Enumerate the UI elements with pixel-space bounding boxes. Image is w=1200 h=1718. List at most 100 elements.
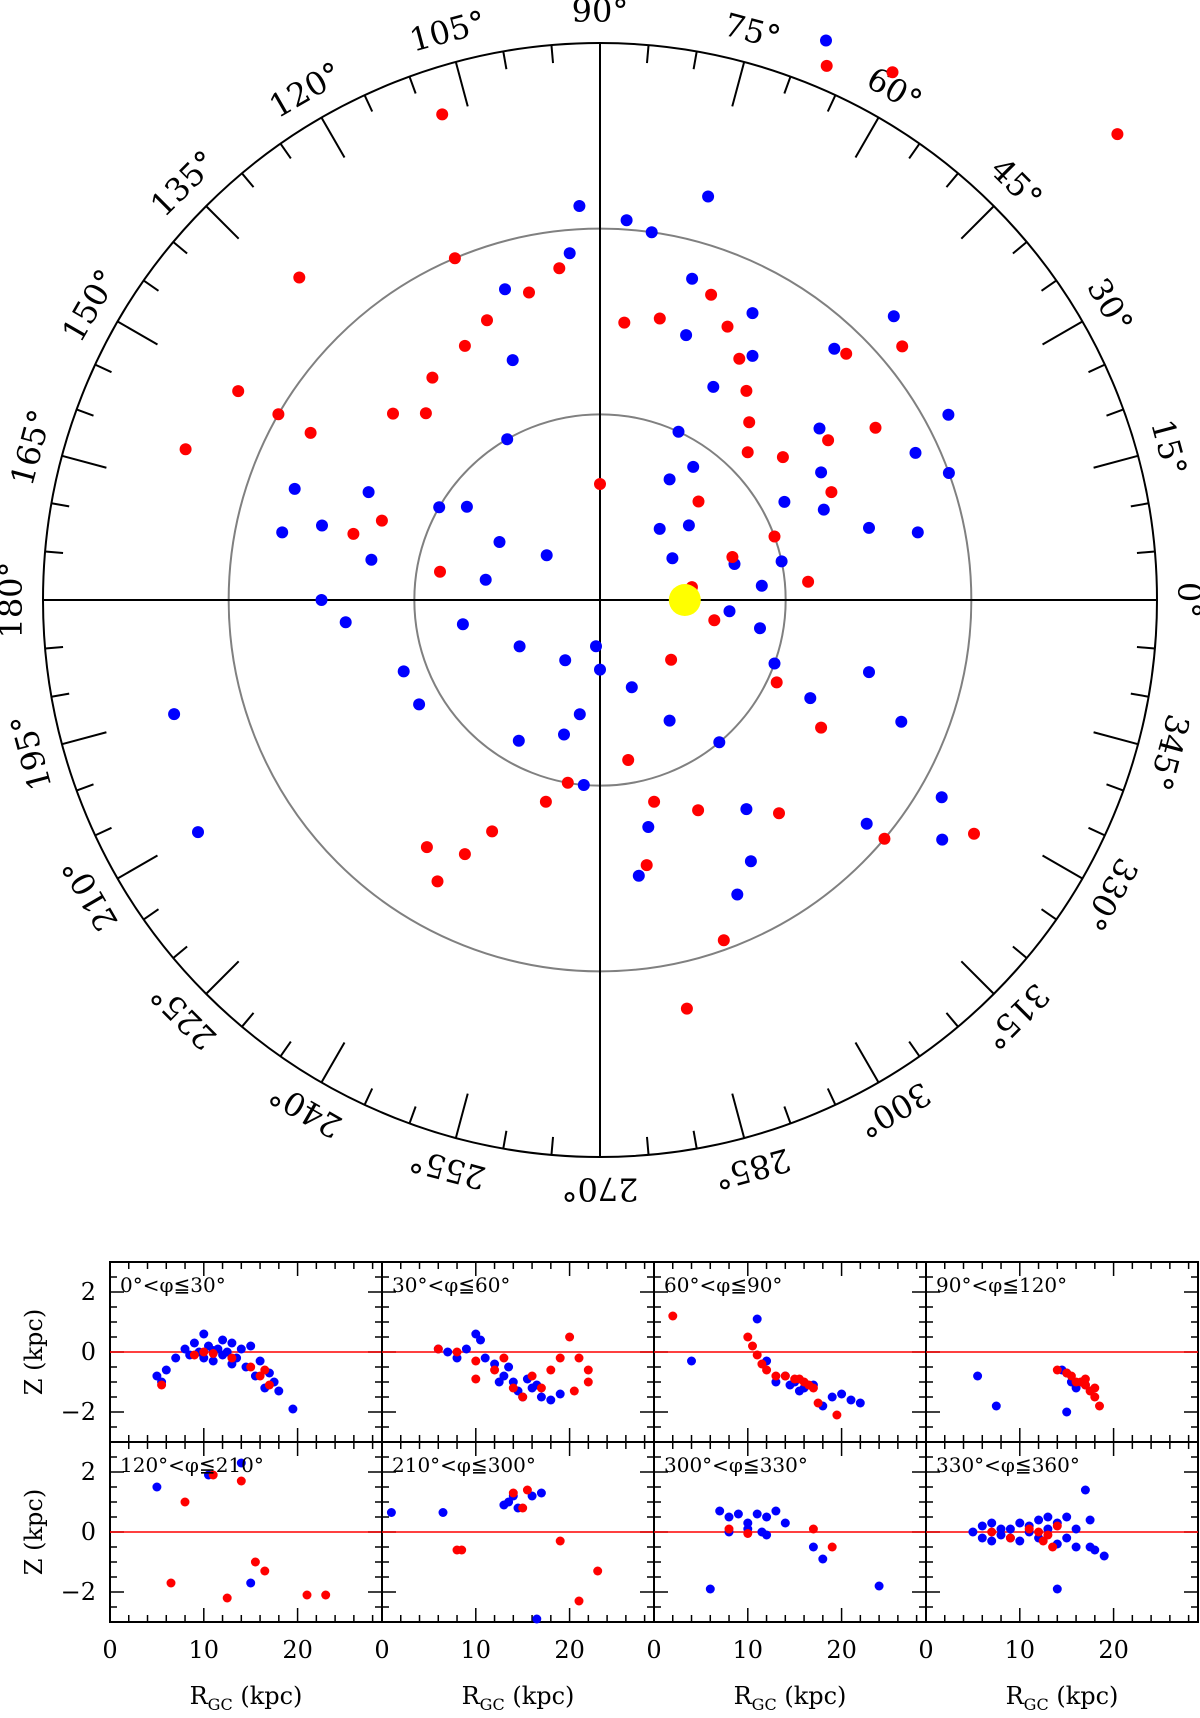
blue-point	[546, 1395, 556, 1405]
y-tick-label: 0	[81, 1518, 96, 1546]
blue-point	[506, 354, 519, 367]
angle-label: 90°	[572, 0, 629, 30]
red-point	[536, 1383, 546, 1393]
blue-point	[942, 408, 955, 421]
angle-tick	[1042, 320, 1083, 346]
angle-label: 285°	[710, 1141, 794, 1198]
blue-point	[771, 1506, 781, 1516]
red-point	[593, 1566, 603, 1576]
blue-point	[438, 1508, 448, 1517]
angle-tick	[279, 1040, 292, 1057]
z-panels: 0°<φ≦30°20−2Z (kpc)30°<φ≦60° 60°<φ≦90° 90°…	[20, 1261, 1199, 1714]
red-point	[668, 1311, 678, 1321]
angle-label: 165°	[3, 405, 60, 489]
red-point	[622, 754, 635, 766]
angle-tick	[320, 117, 346, 158]
red-point	[448, 252, 461, 265]
blue-point	[433, 501, 446, 514]
blue-point	[168, 708, 181, 721]
angle-tick	[783, 1106, 792, 1124]
blue-point	[663, 714, 676, 727]
angle-tick	[454, 61, 469, 107]
x-tick-label: 20	[282, 1636, 313, 1664]
blue-point	[682, 519, 695, 532]
red-point	[773, 807, 785, 820]
blue-point	[1062, 1512, 1072, 1522]
blue-point	[594, 663, 606, 676]
blue-point	[632, 869, 645, 882]
blue-point	[559, 654, 572, 667]
red-point	[236, 1476, 246, 1486]
blue-point	[846, 1395, 856, 1405]
blue-point	[768, 657, 781, 670]
blue-point	[413, 698, 426, 711]
red-point	[527, 1371, 537, 1381]
red-point	[1090, 1383, 1100, 1393]
red-point	[1111, 128, 1124, 141]
angle-tick	[1040, 279, 1057, 292]
red-point	[457, 1545, 467, 1555]
red-point	[896, 340, 909, 353]
angle-tick	[363, 1088, 374, 1106]
blue-point	[942, 467, 955, 479]
blue-point	[817, 503, 830, 516]
angle-tick	[241, 1012, 255, 1028]
red-point	[574, 1353, 584, 1363]
red-point	[822, 434, 835, 447]
blue-point	[666, 552, 679, 565]
blue-point	[724, 1512, 734, 1522]
angle-tick	[783, 76, 792, 94]
blue-point	[189, 1338, 199, 1348]
red-point	[815, 721, 828, 734]
blue-point	[512, 734, 525, 747]
blue-point	[723, 605, 736, 618]
blue-point	[365, 553, 378, 566]
x-axis-label: RGC (kpc)	[1006, 1682, 1119, 1714]
panel-label: 60°<φ≦90°	[664, 1273, 782, 1297]
angle-label: 330°	[1074, 852, 1145, 938]
red-point	[208, 1349, 218, 1358]
blue-point	[752, 1509, 762, 1519]
blue-point	[558, 728, 570, 741]
angle-tick	[692, 1130, 698, 1149]
blue-point	[705, 1584, 715, 1594]
angle-label: 345°	[1141, 710, 1198, 794]
red-point	[741, 446, 754, 459]
red-point	[648, 795, 661, 808]
red-point	[157, 1380, 167, 1390]
red-point	[770, 676, 783, 689]
blue-point	[443, 1347, 453, 1357]
angle-tick	[172, 241, 188, 255]
blue-point	[874, 1581, 884, 1591]
red-point	[583, 1365, 593, 1375]
red-point	[583, 1377, 593, 1387]
red-point	[508, 1383, 518, 1393]
x-tick-label: 0	[374, 1636, 389, 1664]
blue-point	[663, 473, 676, 486]
red-point	[375, 514, 388, 527]
blue-point	[494, 1377, 504, 1387]
blue-point	[573, 708, 586, 721]
angle-tick	[143, 908, 160, 921]
blue-point	[1071, 1524, 1081, 1534]
red-point	[665, 653, 678, 666]
red-point	[827, 1542, 837, 1552]
angle-tick	[76, 408, 94, 417]
red-point	[886, 66, 899, 79]
blue-point	[199, 1329, 209, 1339]
red-point	[808, 1383, 818, 1393]
red-point	[199, 1347, 209, 1357]
red-point	[222, 1593, 232, 1603]
blue-point	[476, 1335, 485, 1345]
blue-point	[828, 342, 841, 355]
angle-tick	[1093, 454, 1139, 469]
panel-label: 330°<φ≦360°	[936, 1453, 1080, 1477]
angle-tick	[645, 1136, 650, 1155]
blue-point	[746, 349, 759, 362]
red-point	[426, 371, 439, 384]
angle-tick	[1106, 783, 1124, 792]
angle-label: 150°	[54, 263, 125, 349]
angle-tick	[320, 1042, 346, 1083]
sun-marker	[668, 584, 701, 616]
